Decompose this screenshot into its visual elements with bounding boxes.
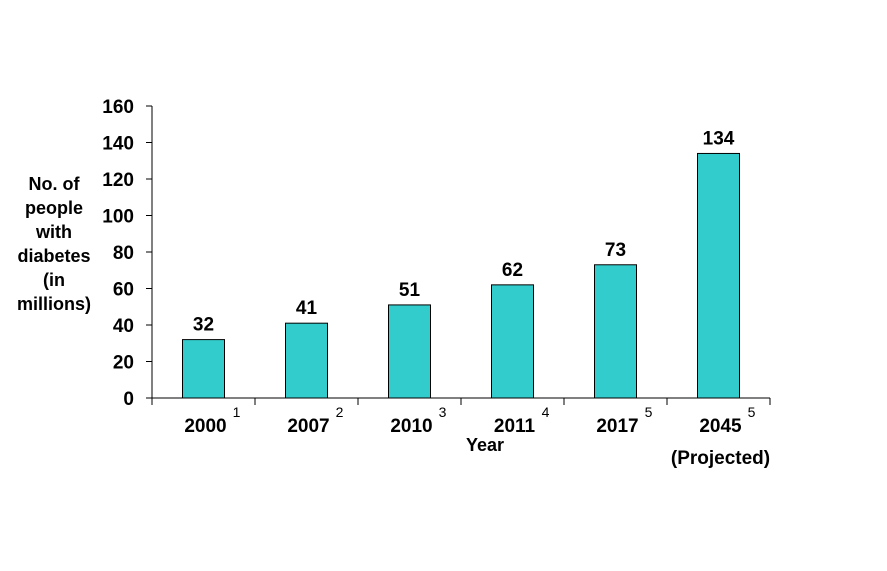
bar-2007: [285, 322, 328, 399]
bar-2017: [594, 264, 637, 399]
data-label: 134: [703, 128, 735, 149]
y-tick-label: 80: [113, 243, 134, 264]
bar-2000: [182, 339, 225, 399]
y-tick-label: 20: [113, 353, 134, 374]
y-tick-label: 140: [102, 134, 134, 155]
x-tick-label: 2007: [287, 416, 329, 437]
x-tick-label: 2017: [596, 416, 638, 437]
data-label: 51: [399, 280, 421, 301]
x-tick-label: 2011: [494, 416, 536, 437]
x-tick-label: 2010: [390, 416, 432, 437]
y-tick-label: 0: [123, 389, 134, 410]
x-tick-superscript: 5: [645, 404, 653, 420]
x-tick-superscript: 2: [336, 404, 344, 420]
y-tick-label: 40: [113, 316, 134, 337]
y-axis-title-line: No. of: [29, 174, 81, 194]
y-tick-label: 120: [102, 170, 134, 191]
y-axis: 0 20 40 60 80 100 120 140 160: [102, 97, 153, 410]
data-label: 73: [605, 240, 626, 261]
bar-2010: [388, 304, 431, 399]
x-tick-note: (Projected): [671, 448, 770, 469]
y-axis-title-line: with: [35, 222, 72, 242]
x-tick-superscript: 5: [748, 404, 756, 420]
x-tick-label: 2045: [699, 416, 742, 437]
y-tick-label: 100: [102, 207, 134, 228]
y-axis-title-line: diabetes: [17, 246, 90, 266]
x-tick-superscript: 1: [233, 404, 241, 420]
data-label: 41: [296, 298, 318, 319]
x-tick-superscript: 3: [439, 404, 447, 420]
y-tick-label: 160: [102, 97, 134, 118]
y-axis-title: No. of people with diabetes (in millions): [17, 174, 91, 314]
y-axis-title-line: millions): [17, 294, 91, 314]
bar-2011: [491, 284, 534, 399]
x-tick-label: 2000: [184, 416, 226, 437]
x-tick-superscript: 4: [542, 404, 550, 420]
y-tick-label: 60: [113, 280, 134, 301]
y-axis-title-line: (in: [43, 270, 65, 290]
y-axis-title-line: people: [25, 198, 83, 218]
x-axis-title: Year: [466, 435, 504, 455]
bar-2045: [697, 152, 740, 399]
x-axis: 2000 1 2007 2 2010 3 2011 4 2017 5 2045 5 (Projected…: [151, 397, 771, 469]
data-label: 32: [193, 315, 214, 336]
data-label: 62: [502, 260, 523, 281]
bars: 32 41 51 62 73 134: [182, 128, 740, 399]
